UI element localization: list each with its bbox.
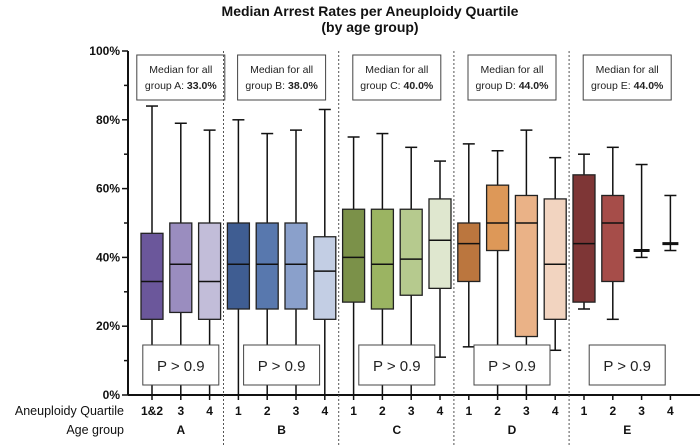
chart-subtitle: (by age group): [321, 19, 418, 35]
median-note-value: group B: 38.0%: [245, 80, 318, 92]
quartile-label: 3: [293, 404, 300, 418]
box-E-2: [601, 194, 625, 283]
box-B-2: [255, 222, 279, 310]
p-value-text: P > 0.9: [488, 358, 536, 375]
p-value-box: [243, 344, 321, 386]
box-C-2: [370, 208, 395, 310]
box-A-1&2: [140, 232, 164, 320]
median-note-text: Median for all: [149, 64, 212, 76]
box-D-2: [485, 184, 510, 252]
box-C-3: [399, 208, 423, 296]
y-tick-label: 100%: [89, 44, 120, 58]
quartile-label: 4: [206, 404, 213, 418]
age-group-label: E: [623, 423, 631, 437]
y-tick-label: 20%: [96, 319, 120, 333]
quartile-label: 4: [321, 404, 328, 418]
age-group-label: C: [392, 423, 401, 437]
box-D-3: [514, 194, 539, 338]
quartile-label: 1: [350, 404, 357, 418]
age-group-label: A: [176, 423, 185, 437]
box-A-3: [169, 222, 193, 314]
quartile-label: 3: [638, 404, 645, 418]
median-note-value: group C: 40.0%: [360, 80, 434, 92]
y-tick-label: 80%: [96, 113, 120, 127]
median-note-text: Median for all: [250, 64, 313, 76]
p-value-box: [358, 344, 436, 386]
median-note-box: [352, 54, 442, 101]
box-C-4: [428, 198, 452, 290]
quartile-label: 4: [552, 404, 559, 418]
quartile-row-label: Aneuploidy Quartile: [15, 404, 124, 418]
quartile-label: 2: [264, 404, 271, 418]
quartile-label: 3: [408, 404, 415, 418]
p-value-box: [142, 344, 220, 386]
median-note-value: group E: 44.0%: [591, 80, 664, 92]
box-A-4: [197, 222, 222, 320]
box-B-1: [226, 222, 251, 310]
quartile-label: 2: [494, 404, 501, 418]
quartile-label: 1: [465, 404, 472, 418]
median-note-box: [467, 54, 557, 101]
median-note-text: Median for all: [596, 64, 659, 76]
quartile-label: 2: [379, 404, 386, 418]
quartile-label: 1: [235, 404, 242, 418]
p-value-text: P > 0.9: [373, 358, 421, 375]
box-E-1: [572, 174, 596, 303]
age-group-label: B: [277, 423, 286, 437]
quartile-label: 3: [177, 404, 184, 418]
median-note-value: group A: 33.0%: [145, 80, 217, 92]
quartile-label: 4: [667, 404, 674, 418]
p-value-text: P > 0.9: [258, 358, 306, 375]
quartile-label: 3: [523, 404, 530, 418]
chart-title: Median Arrest Rates per Aneuploidy Quart…: [222, 3, 519, 19]
median-note-box: [582, 54, 672, 101]
quartile-label: 1&2: [141, 404, 163, 418]
p-value-box: [473, 344, 551, 386]
p-value-box: [588, 344, 666, 386]
y-tick-label: 60%: [96, 182, 120, 196]
median-note-box: [237, 54, 327, 101]
median-note-text: Median for all: [365, 64, 428, 76]
median-note-text: Median for all: [480, 64, 543, 76]
y-tick-label: 0%: [103, 388, 121, 402]
quartile-label: 2: [609, 404, 616, 418]
age-group-row-label: Age group: [66, 423, 124, 437]
box-C-1: [341, 208, 366, 303]
quartile-label: 4: [437, 404, 444, 418]
p-value-text: P > 0.9: [603, 358, 651, 375]
age-group-label: D: [508, 423, 517, 437]
quartile-label: 1: [581, 404, 588, 418]
box-B-4: [313, 236, 337, 320]
median-note-value: group D: 44.0%: [476, 80, 550, 92]
box-B-3: [284, 222, 308, 310]
y-tick-label: 40%: [96, 250, 120, 264]
median-note-box: [136, 54, 226, 101]
p-value-text: P > 0.9: [157, 358, 205, 375]
box-D-1: [457, 222, 481, 283]
box-D-4: [543, 198, 567, 320]
